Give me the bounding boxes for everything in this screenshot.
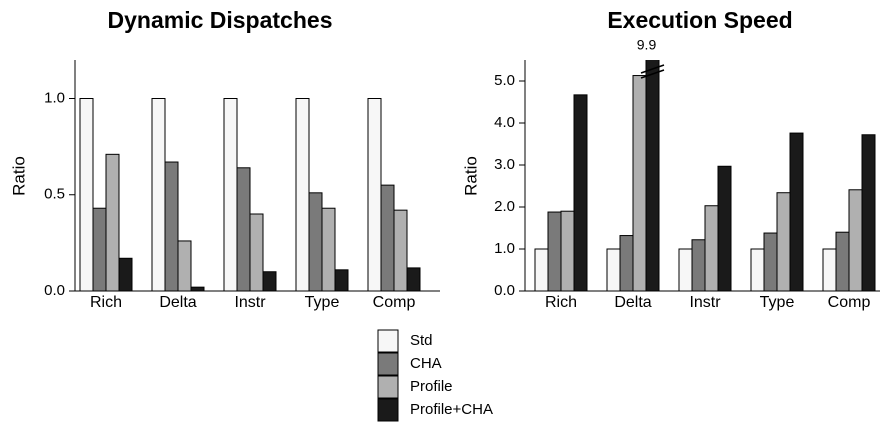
bar bbox=[380, 184, 395, 292]
y-tick-label: 5.0 bbox=[494, 72, 515, 89]
bars bbox=[79, 98, 421, 292]
legend-swatch bbox=[377, 398, 399, 422]
y-tick-label: 1.0 bbox=[44, 89, 65, 106]
bar bbox=[190, 286, 205, 292]
bar bbox=[848, 189, 863, 292]
bar bbox=[822, 248, 837, 292]
bar bbox=[547, 211, 562, 292]
bar bbox=[789, 132, 804, 292]
bar bbox=[606, 248, 621, 292]
bar bbox=[262, 271, 277, 292]
bar bbox=[105, 153, 120, 292]
bar bbox=[632, 75, 647, 292]
bar bbox=[164, 161, 179, 292]
bar bbox=[367, 98, 382, 292]
chart-title: Dynamic Dispatches bbox=[108, 7, 333, 33]
legend-swatch bbox=[377, 352, 399, 376]
y-tick-label: 1.0 bbox=[494, 240, 515, 257]
y-axis-label: Ratio bbox=[461, 156, 480, 196]
bar bbox=[118, 257, 133, 292]
bar bbox=[704, 205, 719, 292]
x-tick-label: Comp bbox=[828, 294, 871, 311]
x-tick-label: Delta bbox=[614, 294, 651, 311]
legend-label: Profile+CHA bbox=[410, 401, 493, 418]
legend-label: Profile bbox=[410, 378, 453, 395]
y-tick-label: 2.0 bbox=[494, 198, 515, 215]
bar bbox=[177, 240, 192, 292]
x-tick-label: Type bbox=[305, 294, 340, 311]
x-tick-label: Type bbox=[760, 294, 795, 311]
legend-swatch bbox=[377, 375, 399, 399]
chart-title: Execution Speed bbox=[607, 7, 792, 33]
bars bbox=[534, 60, 876, 292]
bar bbox=[534, 248, 549, 292]
bar bbox=[717, 165, 732, 292]
x-tick-label: Delta bbox=[159, 294, 196, 311]
x-tick-label: Instr bbox=[234, 294, 266, 311]
bar bbox=[861, 134, 876, 292]
bar bbox=[835, 231, 850, 292]
y-axis-label: Ratio bbox=[9, 156, 28, 196]
bar bbox=[236, 167, 251, 292]
legend-label: Std bbox=[410, 332, 433, 349]
x-tick-label: Instr bbox=[689, 294, 721, 311]
y-tick-label: 0.0 bbox=[44, 282, 65, 299]
y-tick-label: 3.0 bbox=[494, 156, 515, 173]
y-tick-label: 0.0 bbox=[494, 282, 515, 299]
bar bbox=[750, 248, 765, 292]
bar bbox=[79, 98, 94, 292]
bar bbox=[393, 209, 408, 292]
bar bbox=[334, 269, 349, 292]
bar bbox=[308, 192, 323, 292]
bar bbox=[691, 239, 706, 292]
bar bbox=[295, 98, 310, 292]
bar bbox=[678, 248, 693, 292]
y-tick-label: 0.5 bbox=[44, 186, 65, 203]
legend-label: CHA bbox=[410, 355, 442, 372]
bar bbox=[776, 192, 791, 292]
bar bbox=[249, 213, 264, 292]
bar bbox=[321, 207, 336, 292]
bar bbox=[151, 98, 166, 292]
bar bbox=[619, 235, 634, 292]
bar bbox=[92, 207, 107, 292]
x-tick-label: Comp bbox=[373, 294, 416, 311]
bar bbox=[573, 94, 588, 292]
bar bbox=[223, 98, 238, 292]
bar bbox=[763, 232, 778, 292]
bar bbox=[406, 267, 421, 292]
bar bbox=[560, 210, 575, 292]
x-tick-label: Rich bbox=[545, 294, 577, 311]
y-tick-label: 4.0 bbox=[494, 114, 515, 131]
legend-swatch bbox=[377, 329, 399, 353]
axis-break bbox=[640, 64, 665, 79]
x-tick-label: Rich bbox=[90, 294, 122, 311]
value-label: 9.9 bbox=[637, 37, 657, 53]
